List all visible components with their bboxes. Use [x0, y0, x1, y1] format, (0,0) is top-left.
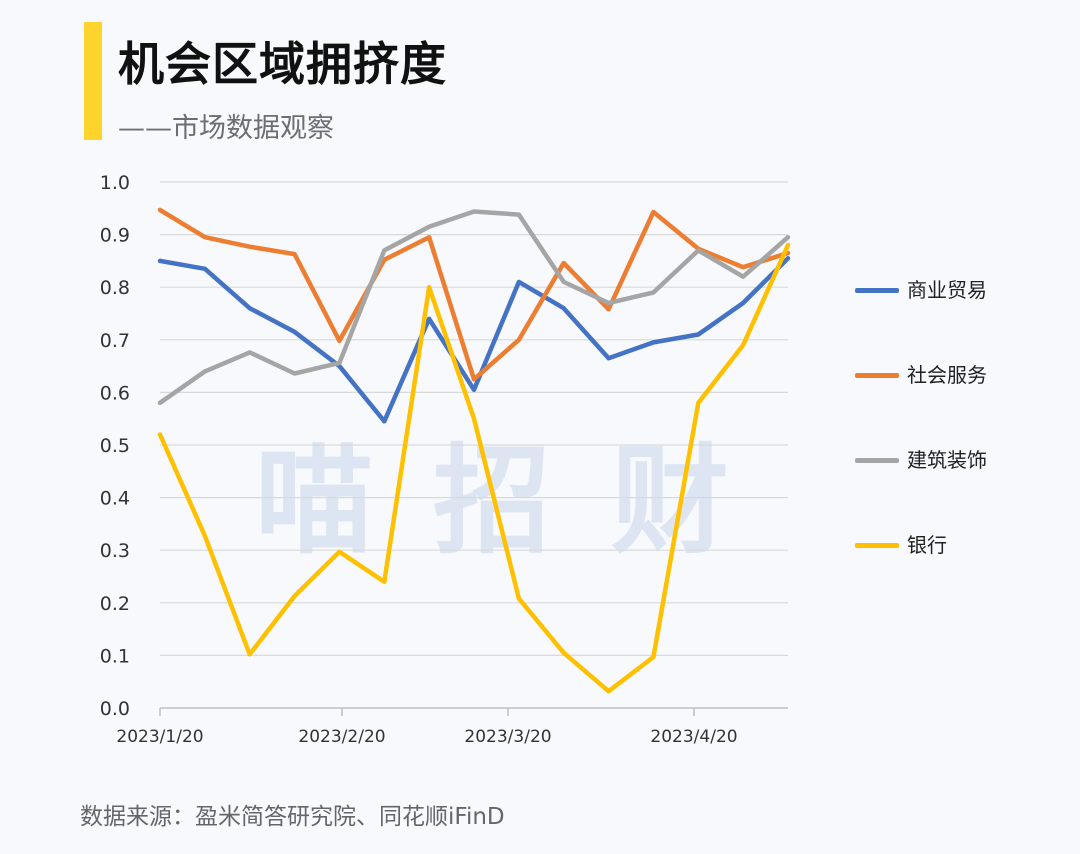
y-tick-label: 1.0	[100, 172, 130, 194]
y-tick-label: 0.6	[100, 382, 130, 404]
y-tick-label: 0.8	[100, 277, 130, 299]
chart-legend: 商业贸易社会服务建筑装饰银行	[855, 270, 1075, 610]
page-title: 机会区域拥挤度	[118, 37, 447, 91]
y-tick-label: 0.2	[100, 593, 130, 615]
series-line-3	[157, 209, 791, 406]
y-tick-label: 0.5	[100, 435, 130, 457]
legend-item-3: 建筑装饰	[855, 440, 1075, 525]
legend-item-1: 商业贸易	[855, 270, 1075, 355]
page-subtitle: ——市场数据观察	[118, 113, 334, 144]
y-tick-label: 0.4	[100, 488, 130, 510]
y-tick-label: 0.3	[100, 540, 130, 562]
x-tick-label: 2023/2/20	[298, 727, 385, 747]
legend-label: 建筑装饰	[907, 448, 987, 472]
legend-label: 银行	[907, 533, 947, 557]
legend-label: 商业贸易	[907, 278, 987, 302]
legend-swatch	[855, 543, 899, 548]
series-line-2	[157, 207, 791, 382]
legend-swatch	[855, 288, 899, 293]
y-tick-label: 0.9	[100, 225, 130, 247]
x-tick-label: 2023/1/20	[116, 727, 203, 747]
legend-label: 社会服务	[907, 363, 987, 387]
legend-item-2: 社会服务	[855, 355, 1075, 440]
y-tick-label: 0.7	[100, 330, 130, 352]
x-tick-label: 2023/4/20	[650, 727, 737, 747]
data-source-note: 数据来源：盈米简答研究院、同花顺iFinD	[80, 804, 505, 830]
y-tick-label: 0.0	[100, 698, 130, 720]
legend-swatch	[855, 373, 899, 378]
series-line-4	[157, 242, 791, 694]
watermark: 喵招财	[255, 432, 790, 570]
y-tick-label: 0.1	[100, 645, 130, 667]
x-tick-label: 2023/3/20	[464, 727, 551, 747]
legend-item-4: 银行	[855, 525, 1075, 610]
series-line-1	[157, 256, 791, 424]
legend-swatch	[855, 458, 899, 463]
title-accent-bar	[84, 22, 102, 140]
